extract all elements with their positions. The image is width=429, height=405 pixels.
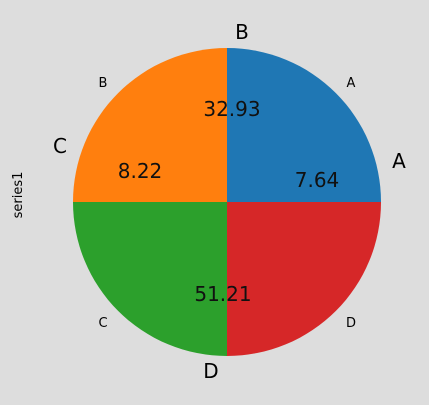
pie-wedge-d [227,202,381,356]
outer-label-a: A [392,149,406,173]
pie-wedge-b [73,48,227,202]
value-label-2: 32.93 [203,97,260,121]
pie-wedge-a [227,48,381,202]
wedge-label-b: B [99,76,108,91]
value-label-3: 8.22 [118,159,163,183]
outer-label-c: C [53,134,67,158]
wedge-label-d: D [346,316,356,331]
pie-wedge-c [73,202,227,356]
outer-label-b: B [235,20,249,44]
y-axis-label: series1 [11,172,26,219]
outer-label-d: D [203,359,218,383]
wedge-label-c: C [98,316,107,331]
pie-wedges [73,48,381,356]
value-label-4: 51.21 [194,282,251,306]
wedge-label-a: A [347,76,356,91]
value-label-1: 7.64 [295,168,340,192]
